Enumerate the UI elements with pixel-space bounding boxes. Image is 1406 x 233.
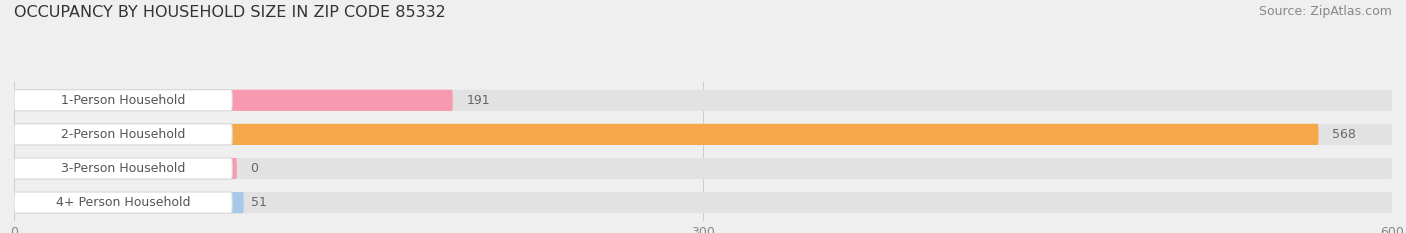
Text: 2-Person Household: 2-Person Household (60, 128, 186, 141)
Text: 568: 568 (1333, 128, 1357, 141)
FancyBboxPatch shape (14, 158, 236, 179)
FancyBboxPatch shape (14, 158, 1392, 179)
Text: 191: 191 (467, 94, 491, 107)
FancyBboxPatch shape (14, 124, 232, 145)
FancyBboxPatch shape (14, 158, 232, 179)
Text: 0: 0 (250, 162, 259, 175)
FancyBboxPatch shape (14, 90, 453, 111)
FancyBboxPatch shape (14, 192, 232, 213)
Text: 1-Person Household: 1-Person Household (60, 94, 186, 107)
Text: 4+ Person Household: 4+ Person Household (56, 196, 190, 209)
FancyBboxPatch shape (14, 124, 1319, 145)
Text: 3-Person Household: 3-Person Household (60, 162, 186, 175)
FancyBboxPatch shape (14, 124, 1392, 145)
FancyBboxPatch shape (14, 192, 1392, 213)
Text: 51: 51 (250, 196, 267, 209)
FancyBboxPatch shape (14, 192, 243, 213)
Text: Source: ZipAtlas.com: Source: ZipAtlas.com (1258, 5, 1392, 18)
FancyBboxPatch shape (14, 90, 232, 111)
FancyBboxPatch shape (14, 90, 1392, 111)
Text: OCCUPANCY BY HOUSEHOLD SIZE IN ZIP CODE 85332: OCCUPANCY BY HOUSEHOLD SIZE IN ZIP CODE … (14, 5, 446, 20)
